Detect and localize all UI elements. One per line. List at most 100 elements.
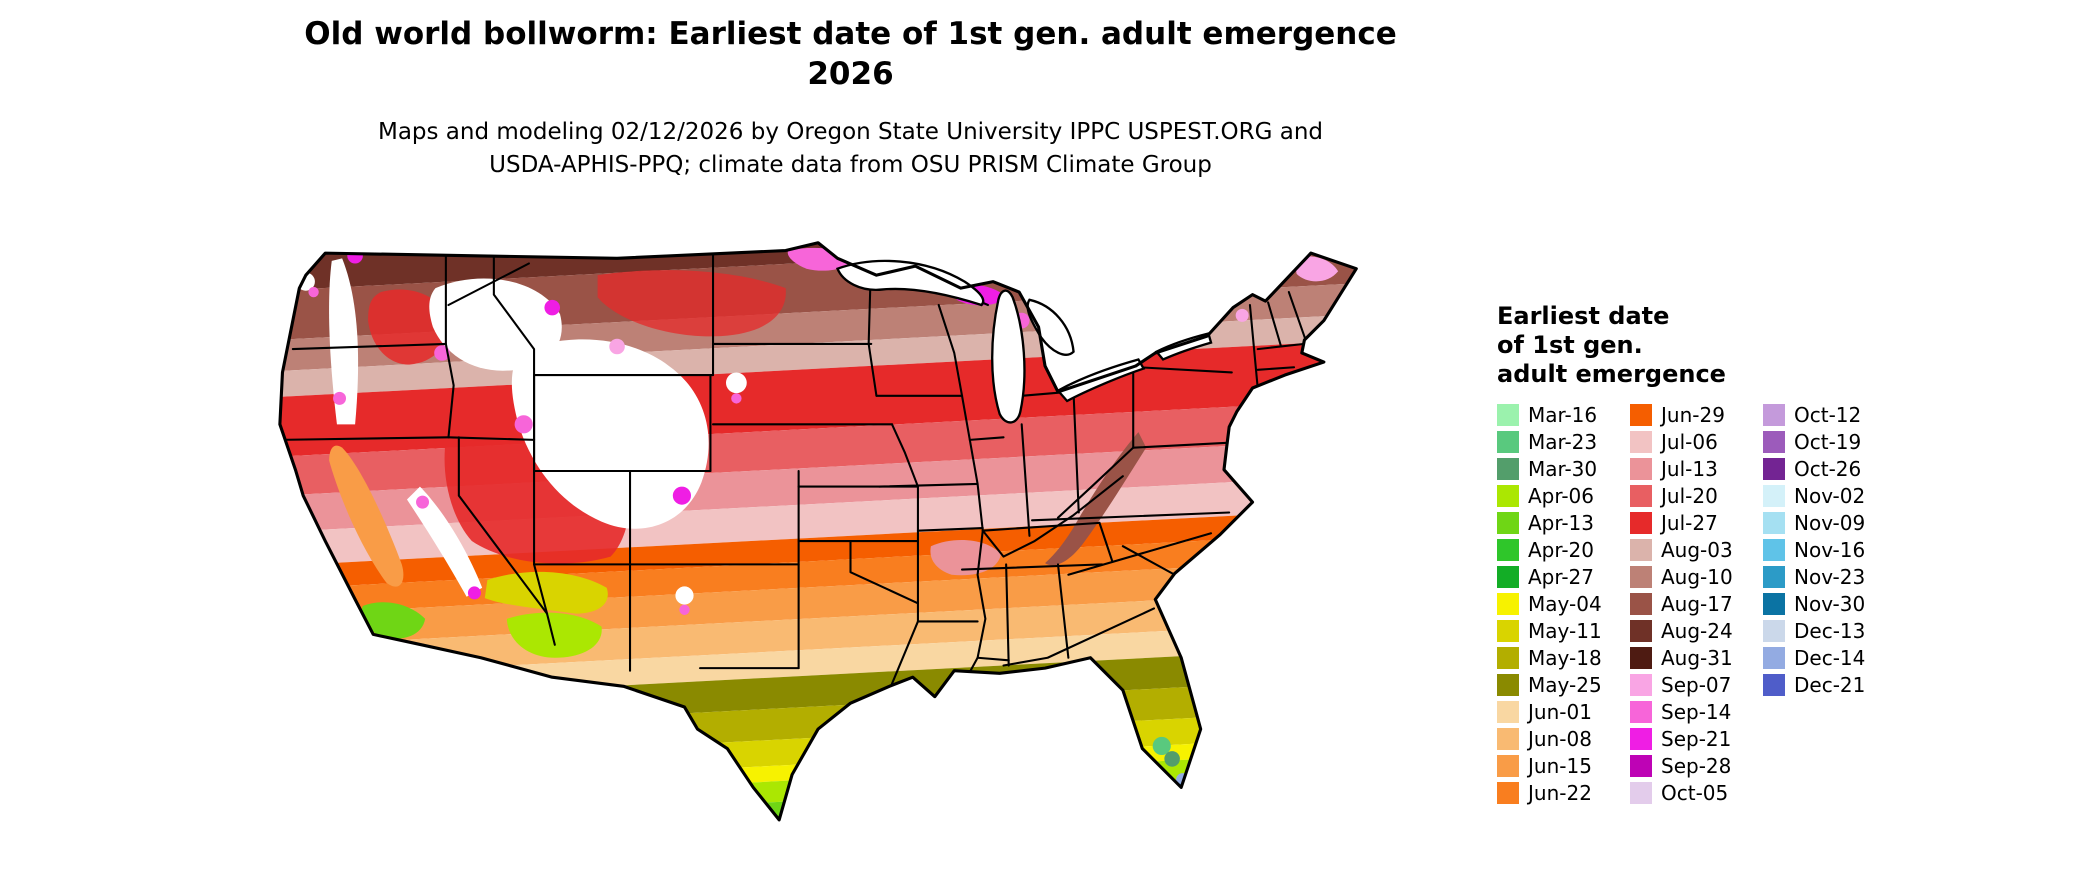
legend-swatch xyxy=(1497,646,1519,669)
lake-huron xyxy=(1026,298,1075,356)
legend-swatch xyxy=(1497,538,1519,561)
legend-entry: Jun-01 xyxy=(1497,698,1630,725)
legend-entry: Oct-26 xyxy=(1763,455,1896,482)
northern-maine-magenta-patch xyxy=(1294,256,1339,282)
emergence-band xyxy=(279,720,1357,818)
legend-swatch xyxy=(1630,511,1652,534)
legend-entry: May-18 xyxy=(1497,644,1630,671)
legend-entry: Apr-13 xyxy=(1497,509,1630,536)
legend-entry: Oct-19 xyxy=(1763,428,1896,455)
legend-entry-label: Jul-20 xyxy=(1661,483,1718,508)
emergence-band xyxy=(279,736,1357,820)
legend-entry-label: Sep-07 xyxy=(1661,672,1732,697)
legend-entry-label: Nov-23 xyxy=(1794,564,1866,589)
ozark-region xyxy=(930,539,1001,576)
legend-entry-label: Aug-24 xyxy=(1661,618,1733,643)
legend-entry: Sep-28 xyxy=(1630,752,1763,779)
legend-swatch xyxy=(1630,754,1652,777)
legend-swatch xyxy=(1497,700,1519,723)
legend-entry-label: Dec-14 xyxy=(1794,645,1866,670)
legend-entry-label: Aug-10 xyxy=(1661,564,1733,589)
legend-swatch xyxy=(1630,565,1652,588)
legend-entry: Aug-24 xyxy=(1630,617,1763,644)
legend-entry: Dec-14 xyxy=(1763,644,1896,671)
legend-entry: Sep-14 xyxy=(1630,698,1763,725)
legend-title: Earliest date of 1st gen. adult emergenc… xyxy=(1497,302,2057,389)
map-title-line2: 2026 xyxy=(807,56,894,92)
legend-entry-label: Jul-27 xyxy=(1661,510,1718,535)
legend-entry-label: Jun-08 xyxy=(1528,726,1592,751)
legend-swatch xyxy=(1497,619,1519,642)
legend-swatch xyxy=(1497,457,1519,480)
legend-swatch xyxy=(1497,430,1519,453)
legend-entry-label: Sep-21 xyxy=(1661,726,1732,751)
legend-entry: Jun-22 xyxy=(1497,779,1630,806)
state-borders xyxy=(279,249,1309,688)
legend-title-line1: Earliest date xyxy=(1497,302,1670,330)
legend-entry-label: Jun-29 xyxy=(1661,402,1725,427)
legend-entry: Apr-06 xyxy=(1497,482,1630,509)
legend-entry-label: May-18 xyxy=(1528,645,1602,670)
legend-entry-label: Oct-12 xyxy=(1794,402,1862,427)
legend-swatch xyxy=(1630,781,1652,804)
legend-swatch xyxy=(1497,673,1519,696)
legend-swatch xyxy=(1763,619,1785,642)
legend-entry: Jun-08 xyxy=(1497,725,1630,752)
magenta-speck xyxy=(731,393,742,404)
magenta-speck xyxy=(308,286,319,298)
emergence-band xyxy=(279,300,1357,409)
legend-swatch xyxy=(1497,727,1519,750)
legend-entry: Apr-20 xyxy=(1497,536,1630,563)
legend-entry-label: May-04 xyxy=(1528,591,1602,616)
legend-entry-label: Nov-02 xyxy=(1794,483,1866,508)
legend-swatch xyxy=(1497,565,1519,588)
magenta-speck xyxy=(679,604,690,615)
nm-mountain-white-patch xyxy=(675,586,694,605)
legend-entry-label: Apr-27 xyxy=(1528,564,1594,589)
magenta-speck xyxy=(347,247,363,264)
socal-green-region xyxy=(361,602,426,639)
legend-entry-label: Nov-16 xyxy=(1794,537,1866,562)
legend-swatch xyxy=(1763,430,1785,453)
legend-entry-label: Oct-19 xyxy=(1794,429,1862,454)
legend-swatch xyxy=(1630,619,1652,642)
great-lakes xyxy=(835,259,1213,424)
legend-swatch xyxy=(1630,457,1652,480)
emergence-band xyxy=(279,326,1357,468)
legend-entry-label: Aug-03 xyxy=(1661,537,1733,562)
lake-superior xyxy=(835,259,985,307)
legend-entry-label: Apr-20 xyxy=(1528,537,1594,562)
magenta-speck xyxy=(544,299,560,316)
legend-entry-label: Mar-23 xyxy=(1528,429,1598,454)
legend-entry-label: Nov-30 xyxy=(1794,591,1866,616)
emergence-band xyxy=(279,811,1357,820)
map-subtitle: Maps and modeling 02/12/2026 by Oregon S… xyxy=(228,116,1473,182)
legend-entry: Nov-09 xyxy=(1763,509,1896,536)
legend-swatch xyxy=(1497,511,1519,534)
legend-swatch xyxy=(1763,538,1785,561)
map-subtitle-line2: USDA-APHIS-PPQ; climate data from OSU PR… xyxy=(489,152,1212,178)
legend-entry: Aug-03 xyxy=(1630,536,1763,563)
legend-swatch xyxy=(1497,754,1519,777)
legend-entry: Aug-31 xyxy=(1630,644,1763,671)
legend-swatch xyxy=(1630,727,1652,750)
legend-entry: Jul-20 xyxy=(1630,482,1763,509)
legend-entry: Apr-27 xyxy=(1497,563,1630,590)
legend-entry-label: Aug-17 xyxy=(1661,591,1733,616)
legend-entry-label: Nov-09 xyxy=(1794,510,1866,535)
legend-swatch xyxy=(1630,403,1652,426)
legend-swatch xyxy=(1763,646,1785,669)
rockies-white-patch xyxy=(511,339,709,529)
legend-entry-label: Jun-22 xyxy=(1528,780,1592,805)
legend-swatch xyxy=(1630,673,1652,696)
legend-grid: Mar-16 Mar-23 Mar-30 Apr-06 Apr-13 Apr-20 Apr-… xyxy=(1497,401,2057,806)
legend-entry-label: Mar-30 xyxy=(1528,456,1598,481)
legend-entry: Dec-13 xyxy=(1763,617,1896,644)
legend-entry: May-04 xyxy=(1497,590,1630,617)
emergence-band xyxy=(279,694,1357,802)
legend-swatch xyxy=(1763,457,1785,480)
legend-entry: Jul-27 xyxy=(1630,509,1763,536)
black-hills-white-patch xyxy=(726,372,747,394)
legend-swatch xyxy=(1497,484,1519,507)
